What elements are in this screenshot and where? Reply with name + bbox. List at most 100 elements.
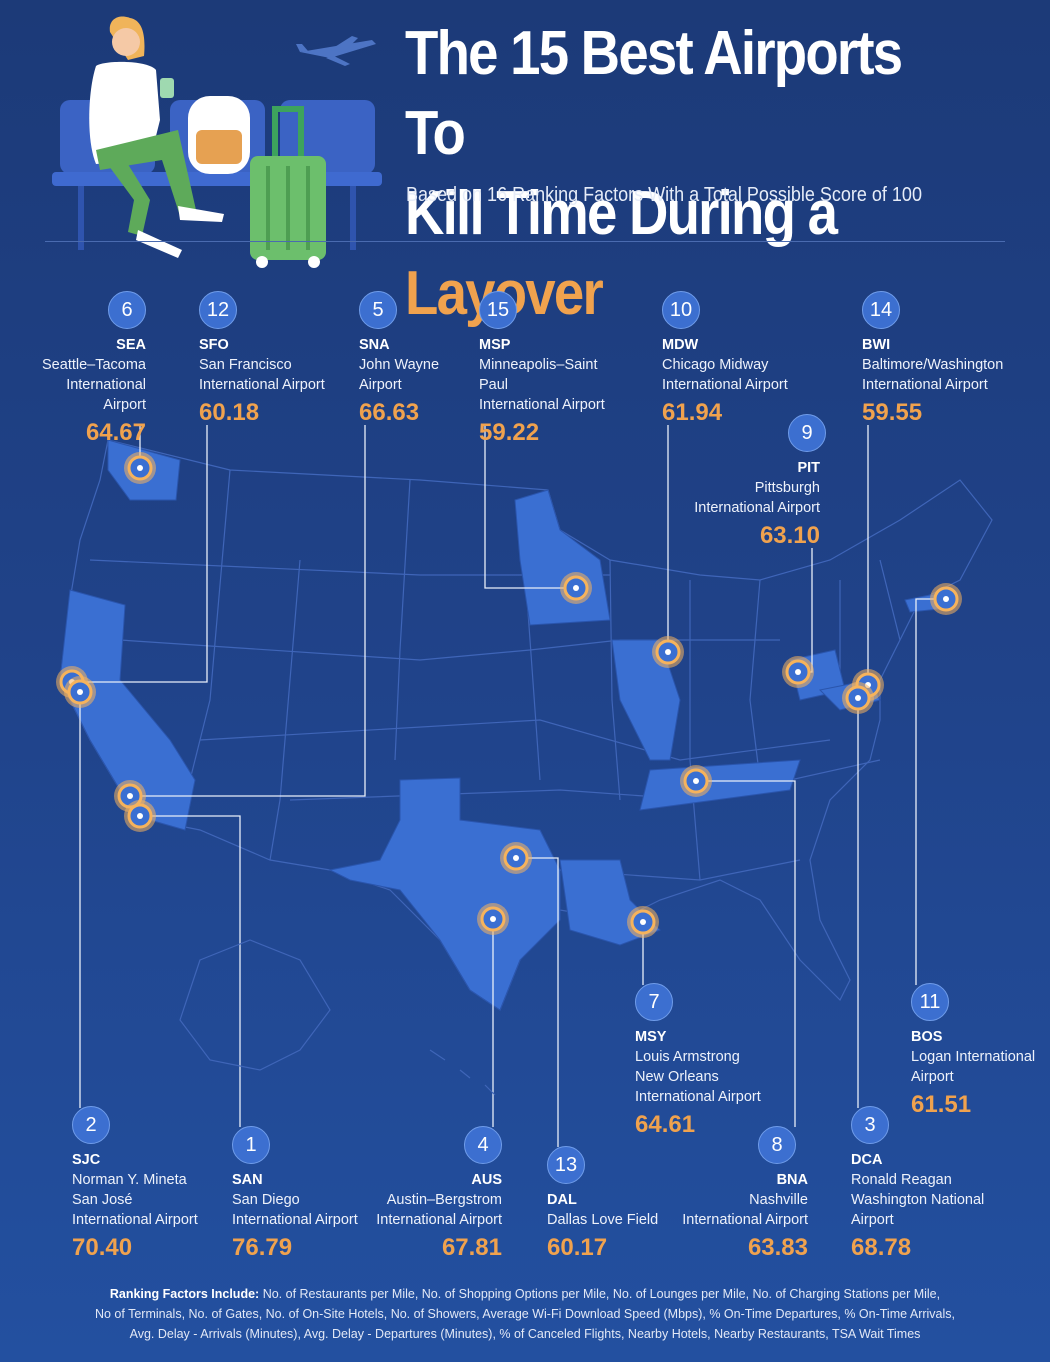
airport-card-sfo: 12 SFO San Francisco International Airpo…	[199, 291, 329, 428]
airport-score: 59.55	[862, 399, 923, 426]
rank-badge: 14	[862, 291, 900, 329]
footer-line-2: No of Terminals, No. of Gates, No. of On…	[94, 1307, 956, 1321]
marker-bna[interactable]	[680, 765, 712, 797]
rank-badge: 2	[72, 1106, 110, 1144]
marker-aus[interactable]	[477, 903, 509, 935]
rank-badge: 4	[464, 1126, 502, 1164]
footer-line-3: Avg. Delay - Arrivals (Minutes), Avg. De…	[129, 1327, 921, 1341]
airport-card-mdw: 10 MDW Chicago Midway International Airp…	[662, 291, 792, 428]
backpack-illustration	[188, 96, 250, 174]
title-line-2: Kill Time During a Layover	[405, 174, 968, 334]
suitcase-illustration	[250, 106, 326, 268]
airport-code: SAN	[232, 1172, 263, 1188]
airport-name-line: Airport	[359, 377, 402, 393]
airport-score: 76.79	[232, 1234, 293, 1261]
airport-name-line: San Diego	[232, 1192, 300, 1208]
airport-score: 66.63	[359, 399, 420, 426]
airport-score: 63.83	[747, 1234, 808, 1261]
airport-score: 60.17	[547, 1234, 608, 1261]
airport-code: MSP	[479, 337, 511, 353]
airport-name-line: International Airport	[72, 1212, 198, 1228]
rank-badge: 1	[232, 1126, 270, 1164]
footer-line-1: Ranking Factors Include: No. of Restaura…	[60, 1284, 990, 1304]
state-minnesota	[514, 489, 611, 626]
rank-badge: 7	[635, 983, 673, 1021]
airport-name-line: Louis Armstrong	[635, 1049, 740, 1065]
airport-score: 59.22	[479, 419, 540, 446]
airport-score: 68.78	[851, 1234, 912, 1261]
page-title: The 15 Best Airports To Kill Time During…	[405, 14, 968, 334]
airport-score: 60.18	[199, 399, 260, 426]
airport-name-line: International Airport	[662, 377, 788, 393]
airport-name-line: Airport	[851, 1212, 894, 1228]
airport-name-line: International Airport	[479, 397, 605, 413]
footer-text: No. of Restaurants per Mile, No. of Shop…	[262, 1287, 941, 1301]
airport-name-line: Nashville	[749, 1192, 808, 1208]
airplane-icon	[296, 36, 376, 66]
airport-name-line: Dallas Love Field	[547, 1212, 659, 1228]
marker-sjc[interactable]	[64, 676, 96, 708]
airport-name-line: San Francisco	[199, 357, 292, 373]
airport-code: SJC	[72, 1152, 101, 1168]
airport-code: MSY	[635, 1029, 667, 1045]
airport-name-line: Baltimore/Washington	[862, 357, 1004, 373]
airport-name-line: San José	[72, 1192, 133, 1208]
title-line-1: The 15 Best Airports To	[405, 19, 903, 168]
airport-card-san: 1 SAN San Diego International Airport 76…	[232, 1126, 362, 1263]
airport-name-line: Washington National	[851, 1192, 985, 1208]
airport-score: 64.61	[635, 1111, 696, 1138]
airport-card-bwi: 14 BWI Baltimore/Washington Internationa…	[862, 291, 1004, 428]
marker-sea[interactable]	[124, 452, 156, 484]
rank-badge: 8	[758, 1126, 796, 1164]
airport-score: 70.40	[72, 1234, 133, 1261]
airport-name-line: Pittsburgh	[754, 480, 820, 496]
marker-bos[interactable]	[930, 583, 962, 615]
layover-illustration	[52, 16, 382, 268]
airport-score: 67.81	[441, 1234, 502, 1261]
airport-code: BWI	[862, 337, 891, 353]
state-tennessee	[639, 759, 801, 811]
airport-name-line: Austin–Bergstrom	[386, 1192, 502, 1208]
airport-name-line: International Airport	[376, 1212, 502, 1228]
airport-score: 61.51	[911, 1091, 972, 1118]
marker-msy[interactable]	[627, 906, 659, 938]
rank-badge: 9	[788, 414, 826, 452]
airport-score: 61.94	[662, 399, 723, 426]
marker-dal[interactable]	[500, 842, 532, 874]
airport-card-bos: 11 BOS Logan International Airport 61.51	[911, 983, 1041, 1120]
marker-san[interactable]	[124, 800, 156, 832]
airport-name-line: John Wayne	[359, 357, 440, 373]
airport-name-line: Chicago Midway	[662, 357, 769, 373]
airport-code: SFO	[199, 337, 229, 353]
rank-badge: 15	[479, 291, 517, 329]
airport-card-sea: 6 SEA Seattle–Tacoma International Airpo…	[30, 291, 146, 448]
rank-badge: 10	[662, 291, 700, 329]
marker-mdw[interactable]	[652, 636, 684, 668]
airport-code: BNA	[776, 1172, 808, 1188]
marker-dca[interactable]	[842, 682, 874, 714]
airport-card-aus: 4 AUS Austin–Bergstrom International Air…	[370, 1126, 502, 1263]
page-subtitle: Based on 16 Ranking Factors With a Total…	[406, 184, 922, 206]
airport-code: SNA	[359, 337, 390, 353]
connector-lines	[72, 425, 946, 1147]
airport-code: SEA	[116, 337, 146, 353]
marker-msp[interactable]	[560, 572, 592, 604]
rank-badge: 6	[108, 291, 146, 329]
airport-name-line: Seattle–Tacoma	[42, 357, 146, 373]
airport-name-line: International Airport	[682, 1212, 808, 1228]
airport-card-bna: 8 BNA Nashville International Airport 63…	[672, 1126, 808, 1263]
rank-badge: 13	[547, 1146, 585, 1184]
marker-pit[interactable]	[782, 656, 814, 688]
alaska-hawaii-outline	[179, 939, 496, 1096]
airport-code: DCA	[851, 1152, 883, 1168]
airport-name-line: Airport	[911, 1069, 954, 1085]
airport-name-line: International Airport	[862, 377, 988, 393]
airport-card-msy: 7 MSY Louis Armstrong New Orleans Intern…	[635, 983, 775, 1140]
airport-name-line: Minneapolis–Saint Paul	[479, 357, 598, 393]
rank-badge: 11	[911, 983, 949, 1021]
airport-name-line: Ronald Reagan	[851, 1172, 952, 1188]
airport-card-dal: 13 DAL Dallas Love Field 60.17	[547, 1146, 667, 1263]
footer-label: Ranking Factors Include:	[109, 1287, 260, 1301]
rank-badge: 5	[359, 291, 397, 329]
